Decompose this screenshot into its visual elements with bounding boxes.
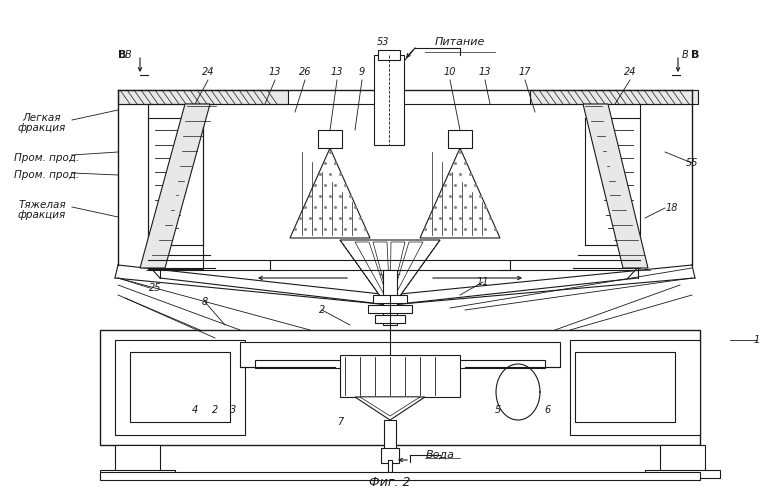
Text: 6: 6 (545, 405, 551, 415)
Polygon shape (390, 242, 405, 305)
Text: 4: 4 (192, 405, 198, 415)
Bar (130, 352, 230, 422)
Bar (575, 352, 675, 422)
Bar (373, 295, 407, 303)
Polygon shape (355, 397, 425, 420)
Polygon shape (373, 242, 390, 305)
Bar (318, 130, 342, 148)
Bar (570, 340, 700, 435)
Bar (240, 342, 560, 367)
Polygon shape (420, 148, 500, 238)
Text: 24: 24 (202, 67, 215, 77)
Bar (255, 360, 545, 368)
Text: 55: 55 (686, 158, 698, 168)
Bar (383, 270, 397, 325)
Bar (115, 340, 245, 435)
Bar (340, 355, 460, 397)
Bar (118, 90, 288, 104)
Polygon shape (340, 240, 440, 310)
Text: 9: 9 (359, 67, 365, 77)
Text: 7: 7 (337, 417, 343, 427)
Text: В: В (682, 50, 689, 60)
Text: В: В (118, 50, 126, 60)
Bar (645, 470, 720, 478)
Text: 10: 10 (444, 67, 456, 77)
Text: 13: 13 (331, 67, 343, 77)
Bar (100, 470, 175, 478)
Polygon shape (140, 104, 210, 268)
Polygon shape (355, 242, 390, 305)
Polygon shape (583, 104, 648, 268)
Text: 53: 53 (377, 37, 389, 47)
Bar (374, 55, 404, 145)
Text: 5: 5 (495, 405, 501, 415)
Text: 11: 11 (477, 277, 489, 287)
Text: 3: 3 (230, 405, 236, 415)
Text: Пром. прод.: Пром. прод. (14, 170, 80, 180)
Bar (530, 90, 698, 104)
Text: 24: 24 (624, 67, 636, 77)
Bar (100, 472, 700, 480)
Text: 2: 2 (212, 405, 218, 415)
Bar (378, 50, 400, 60)
Text: Тяжелая: Тяжелая (18, 200, 66, 210)
Bar (115, 445, 160, 475)
Text: Пром. прод.: Пром. прод. (14, 153, 80, 163)
Text: 17: 17 (519, 67, 531, 77)
Text: 18: 18 (666, 203, 679, 213)
Text: Вода: Вода (426, 450, 455, 460)
Bar (384, 420, 396, 450)
Text: Легкая: Легкая (23, 113, 62, 123)
Text: Фиг. 2: Фиг. 2 (369, 475, 411, 489)
Text: фракция: фракция (18, 210, 66, 220)
Bar (660, 445, 705, 475)
Bar (381, 448, 399, 463)
Text: 13: 13 (479, 67, 491, 77)
Text: В: В (125, 50, 131, 60)
Bar (375, 315, 405, 323)
Bar (388, 460, 392, 472)
Text: 8: 8 (202, 297, 208, 307)
Polygon shape (390, 242, 423, 305)
Text: 2: 2 (319, 305, 325, 315)
Text: 1: 1 (754, 335, 760, 345)
Bar (368, 305, 412, 313)
Text: 26: 26 (299, 67, 311, 77)
Bar (148, 104, 203, 269)
Text: Питание: Питание (434, 37, 485, 47)
Polygon shape (360, 397, 420, 416)
Text: фракция: фракция (18, 123, 66, 133)
Text: 25: 25 (149, 283, 161, 293)
Bar (448, 130, 472, 148)
Text: 13: 13 (269, 67, 282, 77)
Bar (100, 330, 700, 445)
Polygon shape (290, 148, 370, 238)
Text: В: В (691, 50, 699, 60)
